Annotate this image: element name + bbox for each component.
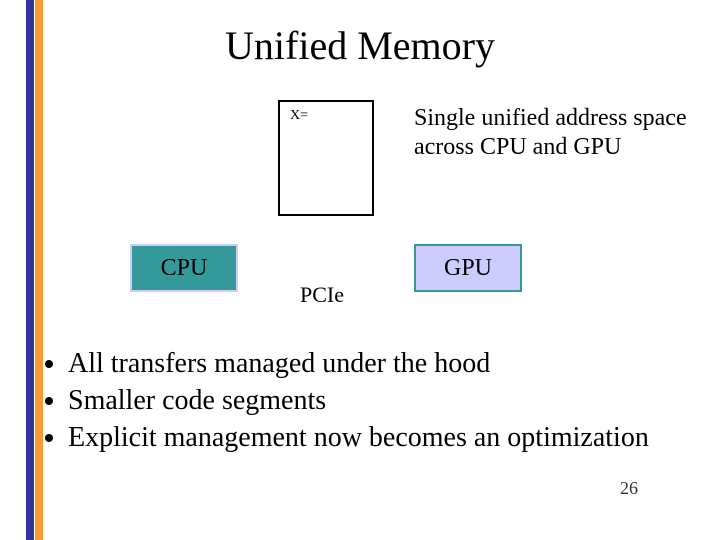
pcie-label: PCIe — [300, 282, 344, 308]
cpu-box: CPU — [130, 244, 238, 292]
bullet-item: All transfers managed under the hood — [68, 346, 690, 381]
left-stripe-orange — [35, 0, 43, 540]
slide: Unified Memory X= Single unified address… — [0, 0, 720, 540]
gpu-box: GPU — [414, 244, 522, 292]
description-line2: across CPU and GPU — [414, 133, 687, 162]
page-number: 26 — [620, 478, 638, 499]
description-text: Single unified address space across CPU … — [414, 104, 687, 162]
bullet-list: All transfers managed under the hoodSmal… — [48, 346, 690, 457]
left-stripe-blue — [26, 0, 34, 540]
bullet-item: Explicit management now becomes an optim… — [68, 420, 690, 455]
description-line1: Single unified address space — [414, 104, 687, 133]
bullet-item: Smaller code segments — [68, 383, 690, 418]
slide-title: Unified Memory — [0, 22, 720, 69]
gpu-label: GPU — [444, 255, 492, 282]
cpu-label: CPU — [161, 255, 208, 282]
memory-x-label: X= — [290, 108, 308, 124]
